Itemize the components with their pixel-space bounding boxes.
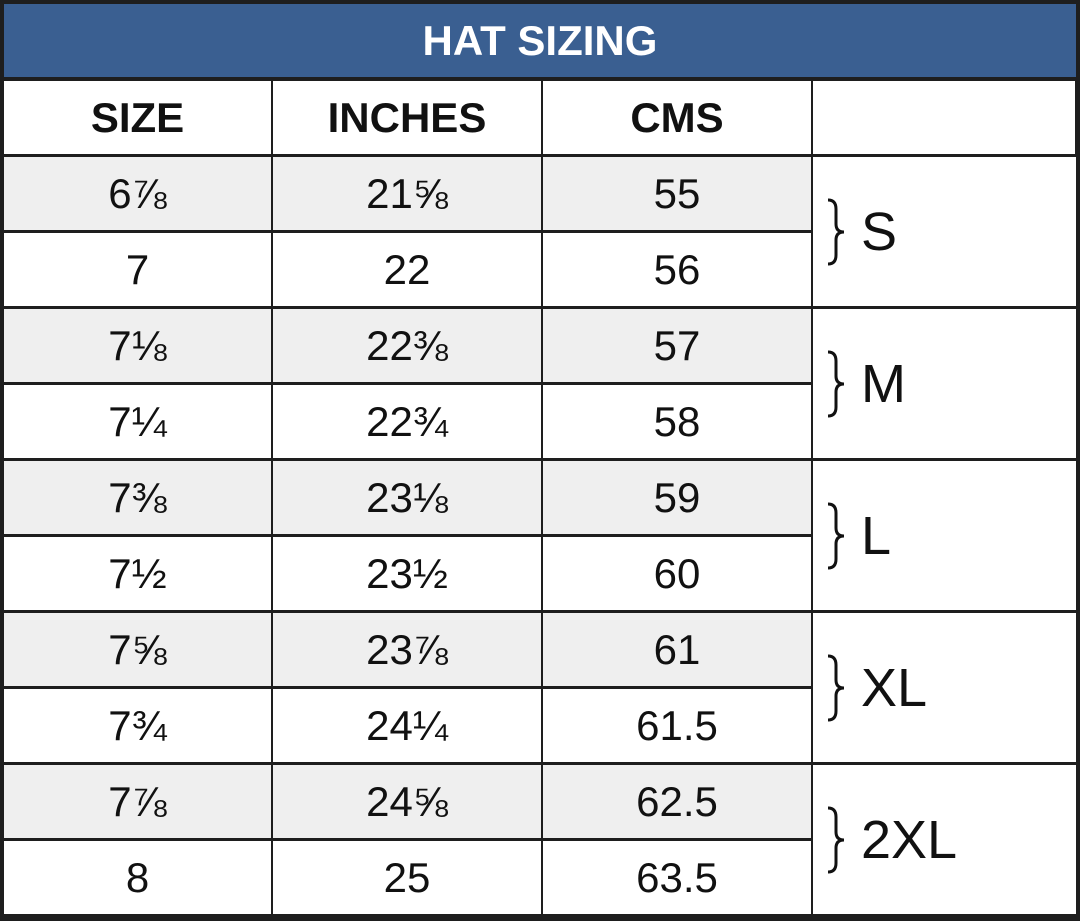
table-cell: 7⅝: [4, 613, 271, 686]
table-cell: 7¾: [4, 689, 271, 762]
table-cell: 62.5: [543, 765, 811, 838]
table-cell: 56: [543, 233, 811, 306]
group-label: M: [861, 353, 906, 414]
table-cell: 58: [543, 385, 811, 458]
column-header: CMS: [543, 81, 811, 154]
table-cell: 24⅝: [273, 765, 541, 838]
header-cell: [813, 81, 1075, 154]
table-cell: 7⅜: [4, 461, 271, 534]
table-cell: 23⅞: [273, 613, 541, 686]
column-header: SIZE: [4, 81, 271, 154]
column-header: INCHES: [273, 81, 541, 154]
table-cell: 22¾: [273, 385, 541, 458]
table-cell: 60: [543, 537, 811, 610]
table-cell: 57: [543, 309, 811, 382]
table-cell: 25: [273, 841, 541, 914]
brace: [827, 654, 845, 721]
table-title: HAT SIZING: [4, 4, 1076, 77]
table-cell: 7¼: [4, 385, 271, 458]
table-cell: 8: [4, 841, 271, 914]
table-cell: 61.5: [543, 689, 811, 762]
brace: [827, 502, 845, 569]
table-cell: 24¼: [273, 689, 541, 762]
size-group: 2XL: [813, 765, 1076, 914]
table-cell: 23⅛: [273, 461, 541, 534]
table-cell: 7: [4, 233, 271, 306]
table-cell: 7⅛: [4, 309, 271, 382]
size-group: L: [813, 461, 1076, 610]
brace: [827, 198, 845, 265]
brace: [827, 806, 845, 873]
table-cell: 23½: [273, 537, 541, 610]
table-cell: 61: [543, 613, 811, 686]
table-cell: 55: [543, 157, 811, 230]
brace: [827, 350, 845, 417]
table-cell: 7½: [4, 537, 271, 610]
size-group: M: [813, 309, 1076, 458]
table-cell: 63.5: [543, 841, 811, 914]
group-label: L: [861, 505, 892, 566]
size-group: S: [813, 157, 1076, 306]
group-label: S: [861, 201, 898, 262]
size-group: XL: [813, 613, 1076, 762]
table-cell: 21⅝: [273, 157, 541, 230]
group-label: 2XL: [861, 809, 958, 870]
table-cell: 22: [273, 233, 541, 306]
table-cell: 22⅜: [273, 309, 541, 382]
group-label: XL: [861, 657, 928, 718]
table-cell: 59: [543, 461, 811, 534]
table-cell: 6⅞: [4, 157, 271, 230]
table-cell: 7⅞: [4, 765, 271, 838]
